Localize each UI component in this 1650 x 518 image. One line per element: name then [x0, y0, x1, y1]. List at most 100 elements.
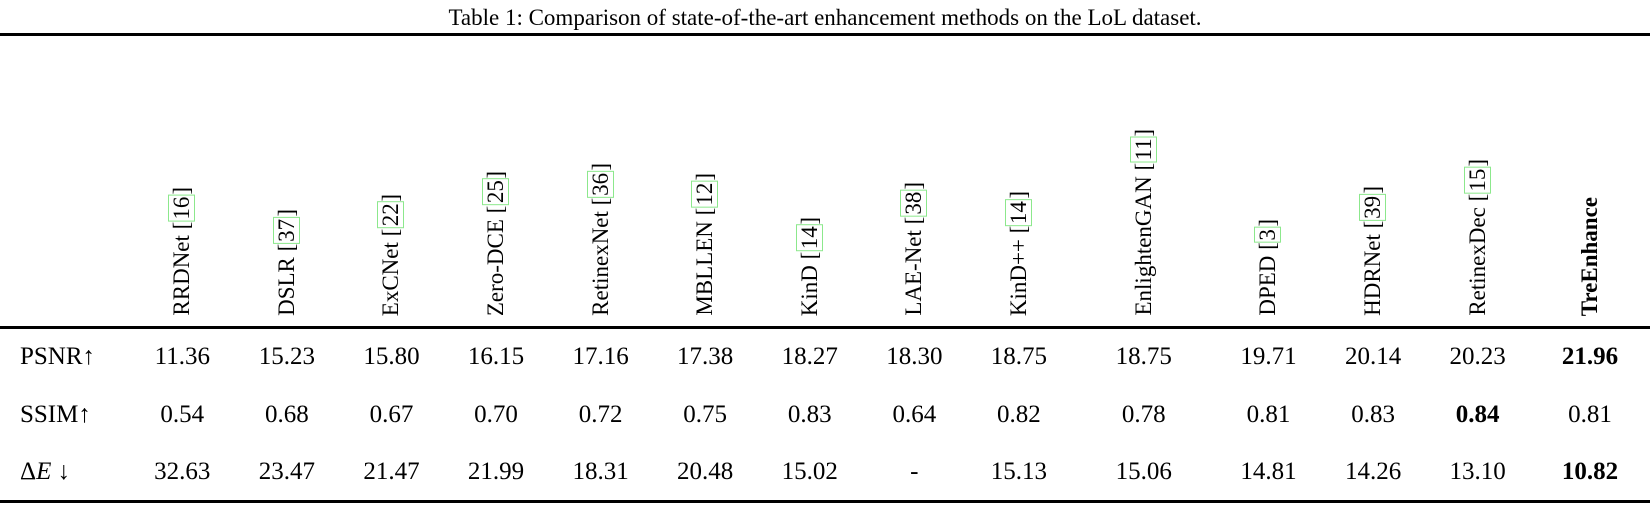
cell-psnr-hdrnet: 20.14 [1344, 343, 1402, 371]
method-name: RRDNet [169, 235, 195, 317]
method-name: LAE-Net [901, 230, 927, 316]
method-name-rotated: KinD++ [14] [1004, 190, 1032, 316]
column-header-enlightengan: EnlightenGAN [11] [1071, 34, 1217, 329]
cell-psnr-enlightengan: 18.75 [1115, 343, 1172, 371]
cell-e-retinexdec: 13.10 [1449, 457, 1506, 485]
column-header-hdrnet: HDRNet [39] [1320, 34, 1426, 329]
method-name: DPED [1255, 255, 1281, 316]
citation-link[interactable]: 37 [272, 216, 300, 244]
method-name: KinD++ [1005, 238, 1031, 316]
cell-psnr-treenhance: 21.96 [1561, 343, 1619, 371]
cell-ssim-mbllen: 0.75 [683, 400, 728, 428]
cell-e-enlightengan: 15.06 [1115, 457, 1172, 485]
cell-e-excnet: 21.47 [363, 457, 420, 485]
method-name: DSLR [273, 257, 299, 316]
cell-ssim-dslr: 0.68 [264, 400, 309, 428]
cell-ssim-kind: 0.82 [997, 400, 1041, 428]
metric-row-ssim: SSIM↑ 0.54 0.68 0.67 0.70 0.72 0.75 0.83 0.64 0.8… [0, 386, 1650, 444]
cell-ssim-enlightengan: 0.78 [1121, 400, 1166, 428]
results-table: RRDNet [16] DSLR [37] ExCNet [22] Zero-DCE … [0, 33, 1650, 503]
table-caption: Table 1: Comparison of state-of-the-art … [448, 5, 1202, 30]
citation-link[interactable]: 11 [1129, 137, 1157, 164]
column-header-treenhance: TreEnhance [1530, 34, 1650, 329]
cell-ssim-retinexdec: 0.84 [1455, 400, 1500, 428]
method-name: MBLLEN [692, 221, 718, 316]
method-name-rotated: TreEnhance [1577, 197, 1603, 316]
method-name: Zero-DCE [483, 218, 509, 316]
cell-psnr-dped: 19.71 [1240, 343, 1297, 371]
citation-link[interactable]: 12 [691, 181, 719, 209]
cell-psnr-kind: 18.27 [781, 343, 838, 371]
method-name-rotated: RetinexNet [36] [586, 163, 614, 316]
citation-link[interactable]: 3 [1254, 227, 1282, 243]
citation-link[interactable]: 14 [795, 224, 823, 252]
cell-psnr-zero-dce: 16.15 [467, 343, 525, 371]
column-header-zero-dce: Zero-DCE [25] [443, 34, 549, 329]
citation-link[interactable]: 22 [377, 201, 405, 229]
column-header-dslr: DSLR [37] [234, 34, 340, 329]
header-row: RRDNet [16] DSLR [37] ExCNet [22] Zero-DCE … [0, 34, 1650, 329]
method-name: ExCNet [378, 241, 404, 316]
citation-link[interactable]: 39 [1359, 193, 1387, 221]
method-name-rotated: HDRNet [39] [1359, 186, 1387, 316]
table-body: PSNR↑ 11.36 15.23 15.80 16.15 17.16 17.38 18.27… [0, 328, 1650, 502]
method-name: KinD [796, 264, 822, 316]
citation-link[interactable]: 38 [900, 190, 928, 217]
cell-ssim-lae-net: 0.64 [892, 400, 937, 428]
method-name-rotated: DPED [3] [1254, 219, 1282, 316]
cell-e-zero-dce: 21.99 [467, 457, 525, 485]
method-name-rotated: EnlightenGAN [11] [1129, 129, 1157, 316]
metric-label-e: ΔE ↓ [20, 457, 71, 485]
cell-e-dped: 14.81 [1240, 457, 1297, 485]
citation-link[interactable]: 25 [482, 178, 510, 206]
citation-link[interactable]: 16 [168, 195, 196, 223]
column-header-retinexnet: RetinexNet [36] [548, 34, 653, 329]
column-header-lae-net: LAE-Net [38] [862, 34, 967, 329]
cell-ssim-rrdnet: 0.54 [160, 400, 205, 428]
method-name-rotated: Zero-DCE [25] [482, 170, 510, 316]
cell-psnr-dslr: 15.23 [258, 343, 315, 371]
cell-e-hdrnet: 14.26 [1344, 457, 1402, 485]
method-name: EnlightenGAN [1130, 176, 1156, 316]
metric-label-psnr: PSNR↑ [20, 343, 96, 371]
cell-e-kind: 15.02 [781, 457, 838, 485]
column-header-dped: DPED [3] [1216, 34, 1321, 329]
method-name-rotated: ExCNet [22] [377, 193, 405, 316]
cell-ssim-zero-dce: 0.70 [474, 400, 518, 428]
method-name-rotated: DSLR [37] [272, 209, 300, 316]
citation-link[interactable]: 14 [1004, 198, 1032, 226]
method-name: TreEnhance [1577, 196, 1602, 316]
cell-e-mbllen: 20.48 [677, 457, 734, 485]
cell-e-dslr: 23.47 [258, 457, 315, 485]
citation-link[interactable]: 36 [586, 170, 614, 198]
method-name-rotated: RetinexDec [15] [1463, 159, 1491, 316]
cell-psnr-rrdnet: 11.36 [154, 343, 210, 371]
method-name: HDRNet [1360, 234, 1386, 316]
cell-e-rrdnet: 32.63 [154, 457, 211, 485]
cell-ssim-excnet: 0.67 [369, 400, 414, 428]
cell-psnr-excnet: 15.80 [363, 343, 420, 371]
column-header-mbllen: MBLLEN [12] [652, 34, 758, 329]
method-name-rotated: LAE-Net [38] [900, 182, 928, 316]
cell-psnr-mbllen: 17.38 [677, 343, 734, 371]
cell-e-lae-net: - [910, 457, 919, 485]
cell-ssim-dped: 0.81 [1246, 400, 1291, 428]
cell-psnr-lae-net: 18.30 [886, 343, 943, 371]
column-header-kind: KinD++ [14] [966, 34, 1072, 329]
column-header-rrdnet: RRDNet [16] [130, 34, 235, 329]
cell-psnr-retinexdec: 20.23 [1449, 343, 1506, 371]
method-name: RetinexDec [1464, 207, 1490, 316]
column-header-excnet: ExCNet [22] [339, 34, 444, 329]
cell-e-retinexnet: 18.31 [572, 457, 629, 485]
cell-e-treenhance: 10.82 [1561, 457, 1619, 485]
method-name-rotated: RRDNet [16] [168, 187, 196, 317]
citation-link[interactable]: 15 [1463, 167, 1491, 194]
method-name: RetinexNet [587, 211, 613, 316]
method-name-rotated: KinD [14] [795, 216, 823, 316]
metric-row-e: ΔE ↓ 32.63 23.47 21.47 21.99 18.31 20.48 15.02 -… [0, 444, 1650, 502]
cell-psnr-retinexnet: 17.16 [572, 343, 629, 371]
cell-ssim-treenhance: 0.81 [1568, 400, 1612, 428]
metric-label-ssim: SSIM↑ [20, 400, 91, 428]
cell-ssim-retinexnet: 0.72 [578, 400, 623, 428]
cell-e-kind: 15.13 [990, 457, 1048, 485]
